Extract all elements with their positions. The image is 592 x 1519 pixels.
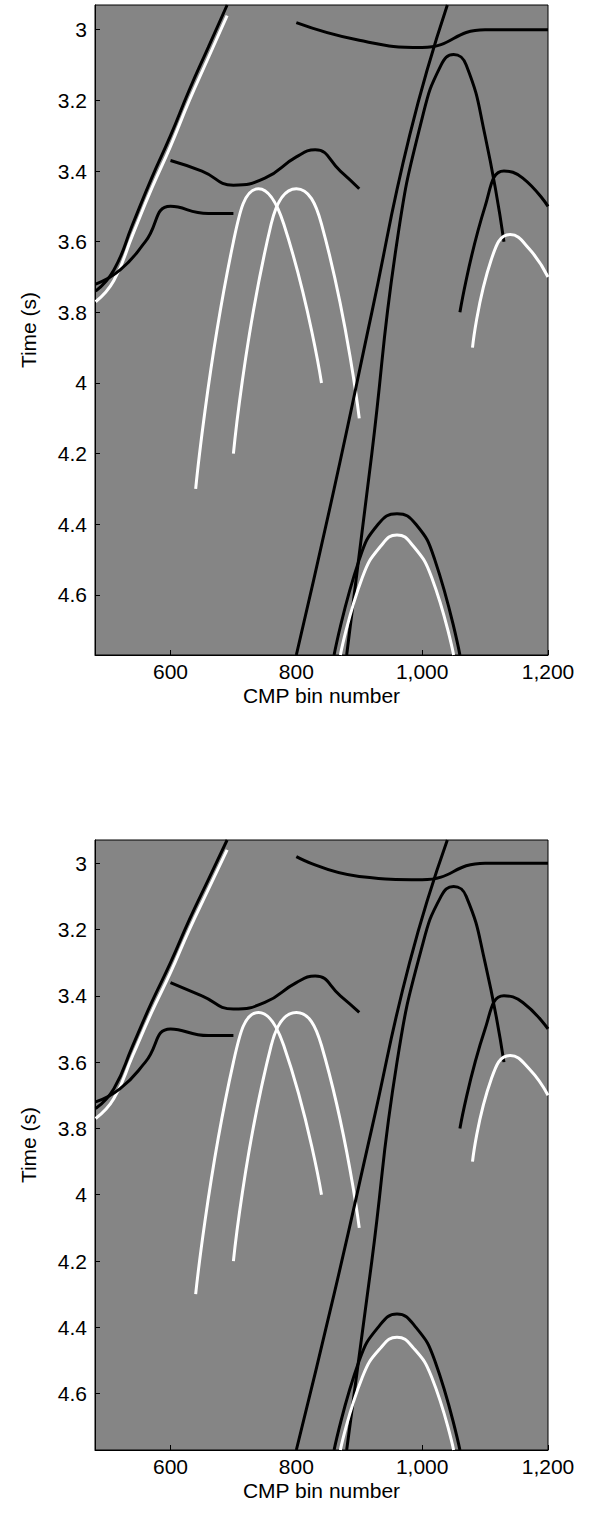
svg-text:1,200: 1,200 [522, 660, 575, 683]
svg-text:1,000: 1,000 [396, 1455, 449, 1478]
svg-text:Time (s): Time (s) [17, 1107, 40, 1183]
svg-text:800: 800 [279, 660, 314, 683]
svg-text:4.6: 4.6 [58, 1382, 87, 1405]
svg-text:3: 3 [75, 18, 87, 41]
svg-text:3.2: 3.2 [58, 89, 87, 112]
svg-text:4.4: 4.4 [58, 1316, 88, 1339]
svg-text:3.2: 3.2 [58, 918, 87, 941]
svg-text:4.2: 4.2 [58, 442, 87, 465]
svg-text:CMP bin number: CMP bin number [243, 1479, 400, 1502]
svg-text:600: 600 [153, 660, 188, 683]
svg-text:3.6: 3.6 [58, 1051, 87, 1074]
svg-text:3.8: 3.8 [58, 301, 87, 324]
svg-text:3: 3 [75, 852, 87, 875]
svg-text:CMP bin number: CMP bin number [243, 684, 400, 707]
svg-text:1,200: 1,200 [522, 1455, 575, 1478]
svg-text:4.2: 4.2 [58, 1250, 87, 1273]
svg-text:4.4: 4.4 [58, 513, 88, 536]
svg-text:3.6: 3.6 [58, 230, 87, 253]
svg-text:3.4: 3.4 [58, 160, 88, 183]
svg-text:3.8: 3.8 [58, 1117, 87, 1140]
svg-text:3.4: 3.4 [58, 984, 88, 1007]
svg-text:Time (s): Time (s) [17, 292, 40, 368]
svg-text:600: 600 [153, 1455, 188, 1478]
svg-text:4: 4 [75, 1183, 87, 1206]
svg-text:4: 4 [75, 371, 87, 394]
svg-text:4.6: 4.6 [58, 583, 87, 606]
svg-text:800: 800 [279, 1455, 314, 1478]
svg-text:1,000: 1,000 [396, 660, 449, 683]
